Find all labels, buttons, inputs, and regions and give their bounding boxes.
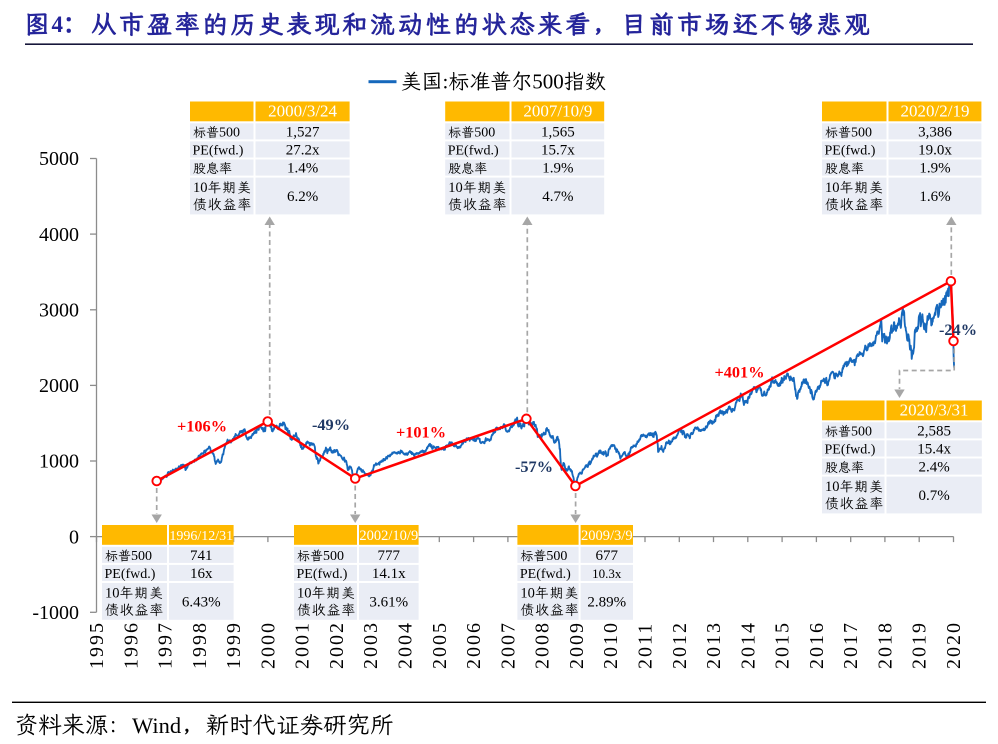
svg-text:19.0x: 19.0x [918, 143, 952, 159]
svg-text:4：: 4： [52, 12, 87, 37]
svg-text:2000: 2000 [39, 375, 79, 397]
svg-text:2016: 2016 [806, 621, 828, 669]
svg-text:5000: 5000 [39, 148, 79, 170]
svg-text:PE(fwd.): PE(fwd.) [520, 567, 571, 582]
svg-text:2020/3/31: 2020/3/31 [900, 401, 969, 420]
svg-text:PE(fwd.): PE(fwd.) [825, 443, 876, 458]
svg-text:2017: 2017 [840, 621, 862, 669]
svg-text:PE(fwd.): PE(fwd.) [105, 567, 156, 582]
svg-text:2020/2/19: 2020/2/19 [901, 102, 970, 121]
svg-text:10: 10 [297, 586, 312, 602]
svg-text:0: 0 [69, 526, 79, 548]
svg-text:2000: 2000 [257, 621, 279, 669]
svg-text::: : [443, 70, 449, 94]
svg-text:15.4x: 15.4x [917, 442, 951, 458]
svg-text:2018: 2018 [874, 621, 896, 669]
svg-text:PE(fwd.): PE(fwd.) [193, 144, 244, 159]
svg-text:-57%: -57% [515, 457, 553, 476]
svg-text:1997: 1997 [155, 621, 177, 669]
svg-text:2009: 2009 [566, 621, 588, 669]
svg-text:6.2%: 6.2% [287, 189, 318, 205]
svg-text:1,527: 1,527 [286, 125, 320, 141]
svg-text:2020: 2020 [943, 621, 965, 669]
svg-text:1.6%: 1.6% [919, 189, 950, 205]
svg-text:2013: 2013 [703, 621, 725, 669]
svg-text:2002/10/9: 2002/10/9 [359, 528, 418, 544]
svg-text:777: 777 [378, 548, 401, 564]
svg-text:1996: 1996 [120, 621, 142, 669]
svg-text:2006: 2006 [463, 621, 485, 669]
svg-text:2014: 2014 [737, 621, 759, 669]
svg-text:500: 500 [219, 126, 240, 141]
svg-text:PE(fwd.): PE(fwd.) [448, 144, 499, 159]
svg-text:677: 677 [596, 548, 619, 564]
svg-text:2009/3/9: 2009/3/9 [581, 528, 633, 544]
svg-text:500: 500 [131, 549, 152, 564]
svg-text:2005: 2005 [429, 621, 451, 669]
svg-text:+401%: +401% [715, 363, 765, 382]
svg-text:27.2x: 27.2x [286, 143, 320, 159]
svg-text:-24%: -24% [939, 320, 977, 339]
svg-text:500: 500 [474, 126, 495, 141]
svg-text:2003: 2003 [360, 621, 382, 669]
svg-text:3,386: 3,386 [918, 125, 952, 141]
svg-text:1.9%: 1.9% [542, 161, 573, 177]
svg-text:+106%: +106% [177, 417, 227, 436]
svg-text:2011: 2011 [635, 622, 657, 669]
svg-text:2007/10/9: 2007/10/9 [523, 102, 592, 121]
svg-text:741: 741 [190, 548, 213, 564]
svg-text:2002: 2002 [326, 621, 348, 669]
svg-text:1.4%: 1.4% [287, 161, 318, 177]
svg-text:2019: 2019 [909, 621, 931, 669]
svg-text:2,585: 2,585 [917, 424, 951, 440]
svg-text:10.3x: 10.3x [592, 566, 622, 581]
svg-text:10: 10 [193, 180, 208, 196]
svg-text:10: 10 [825, 479, 840, 495]
svg-text:Wind: Wind [132, 713, 181, 738]
svg-text:16x: 16x [190, 566, 213, 582]
svg-text:500: 500 [532, 70, 564, 94]
svg-text:2008: 2008 [532, 621, 554, 669]
svg-text:3000: 3000 [39, 300, 79, 322]
svg-text:2001: 2001 [292, 621, 314, 669]
svg-text:2010: 2010 [600, 621, 622, 669]
svg-text:PE(fwd.): PE(fwd.) [297, 567, 348, 582]
svg-text:1995: 1995 [86, 621, 108, 669]
svg-text:1999: 1999 [223, 621, 245, 669]
svg-text:0.7%: 0.7% [918, 488, 949, 504]
svg-text:6.43%: 6.43% [182, 595, 221, 611]
svg-text:2.4%: 2.4% [918, 460, 949, 476]
svg-text:10: 10 [520, 586, 535, 602]
svg-text:4000: 4000 [39, 224, 79, 246]
svg-text:1998: 1998 [189, 621, 211, 669]
svg-text:2015: 2015 [772, 621, 794, 669]
svg-text:15.7x: 15.7x [541, 143, 575, 159]
svg-text:1000: 1000 [39, 451, 79, 473]
svg-text:10: 10 [448, 180, 463, 196]
svg-text:+101%: +101% [396, 423, 446, 442]
svg-text:2007: 2007 [497, 621, 519, 669]
svg-text:2004: 2004 [395, 621, 417, 669]
svg-text:10: 10 [825, 180, 840, 196]
svg-text:1996/12/31: 1996/12/31 [169, 529, 233, 544]
svg-text:-49%: -49% [312, 415, 350, 434]
svg-text:500: 500 [851, 126, 872, 141]
svg-text:1.9%: 1.9% [919, 161, 950, 177]
svg-text:500: 500 [546, 549, 567, 564]
svg-text:500: 500 [851, 425, 872, 440]
svg-text:2000/3/24: 2000/3/24 [268, 102, 337, 121]
svg-text:1,565: 1,565 [541, 125, 575, 141]
svg-text:10: 10 [105, 586, 120, 602]
svg-text:-1000: -1000 [32, 602, 79, 624]
svg-text:2012: 2012 [669, 621, 691, 669]
svg-text:PE(fwd.): PE(fwd.) [825, 144, 876, 159]
svg-text:2.89%: 2.89% [587, 595, 626, 611]
svg-text:4.7%: 4.7% [542, 189, 573, 205]
svg-text:3.61%: 3.61% [369, 595, 408, 611]
svg-text:500: 500 [323, 549, 344, 564]
svg-text:14.1x: 14.1x [372, 566, 406, 582]
